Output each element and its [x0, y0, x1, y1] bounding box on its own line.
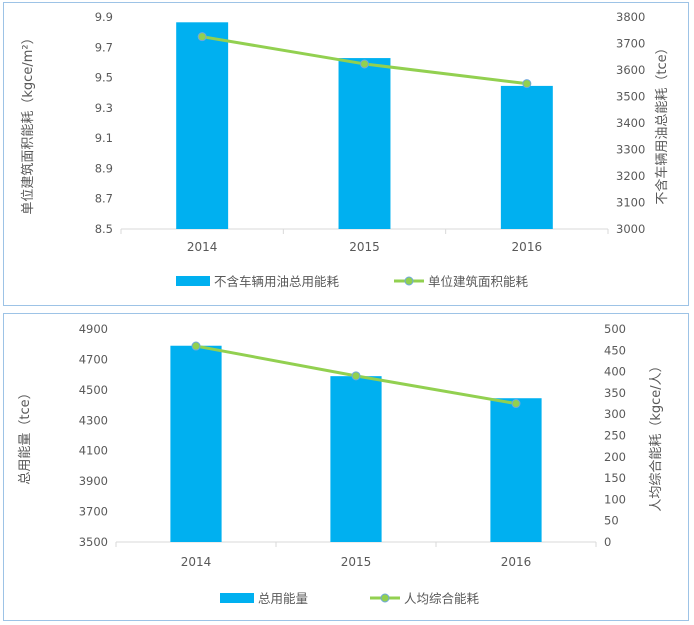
line-point — [522, 79, 532, 89]
y-left-tick-label: 8.5 — [95, 222, 113, 236]
y-left-tick-label: 9.9 — [95, 10, 113, 24]
y-left-axis-title: 单位建筑面积能耗（kgce/m²） — [20, 31, 36, 214]
y-left-tick-label: 4300 — [79, 413, 108, 427]
y-right-axis-title: 不含车辆用油总能耗（tce） — [654, 41, 670, 204]
y-left-tick-label: 9.3 — [95, 101, 113, 115]
y-left-tick-label: 9.7 — [95, 40, 113, 54]
y-right-tick-label: 3700 — [616, 37, 645, 51]
legend-line-label: 单位建筑面积能耗 — [428, 274, 529, 289]
bar — [500, 85, 553, 230]
y-right-tick-label: 3600 — [616, 63, 645, 77]
line-point — [360, 59, 369, 69]
chart-1: 8.5 8.7 8.9 9.1 9.3 9.5 9.7 9.9 3000 3100 3200 3300… — [20, 10, 670, 289]
y-left-tick-label: 3900 — [79, 474, 108, 488]
y-right-tick-label: 3000 — [616, 222, 645, 236]
legend-line-marker — [404, 276, 414, 286]
y-right-tick-label: 350 — [604, 386, 626, 400]
x-tick-label: 2015 — [349, 240, 380, 254]
bar — [338, 58, 391, 230]
line-point — [351, 371, 361, 381]
legend-line-label: 人均综合能耗 — [404, 591, 480, 606]
y-left-tick-label: 8.9 — [95, 161, 113, 175]
legend-bar-label: 总用能量 — [258, 591, 308, 606]
x-tick-label: 2016 — [512, 240, 543, 254]
bar — [170, 345, 222, 542]
y-right-tick-label: 400 — [604, 365, 626, 379]
y-right-tick-label: 250 — [604, 429, 626, 443]
y-right-tick-label: 3500 — [616, 90, 645, 104]
y-right-tick-label: 3800 — [616, 10, 645, 24]
y-left-tick-label: 3700 — [79, 505, 108, 519]
x-tick-label: 2014 — [187, 240, 218, 254]
line-point — [197, 32, 207, 42]
y-left-tick-label: 8.7 — [95, 192, 113, 206]
y-left-tick-label: 4700 — [79, 352, 108, 366]
y-right-axis-title: 人均综合能耗（kgce/人） — [649, 359, 664, 511]
y-right-tick-label: 200 — [604, 450, 626, 464]
y-left-axis-title: 总用能量（tce） — [18, 386, 33, 484]
y-right-tick-label: 3400 — [616, 116, 645, 130]
chart-2: 3500 3700 3900 4100 4300 4500 4700 4900 0 50 100 15… — [18, 322, 664, 606]
y-right-tick-label: 3300 — [616, 143, 645, 157]
y-left-tick-label: 9.5 — [95, 71, 113, 85]
y-left-tick-label: 3500 — [79, 535, 108, 549]
y-right-tick-label: 0 — [604, 535, 611, 549]
y-right-tick-label: 3200 — [616, 169, 645, 183]
bar — [176, 22, 229, 229]
line-point — [511, 399, 521, 409]
y-right-tick-label: 150 — [604, 471, 626, 485]
chart-panel-2: 3500 3700 3900 4100 4300 4500 4700 4900 0 50 100 15… — [3, 313, 689, 621]
y-right-tick-label: 50 — [604, 514, 619, 528]
chart-panel-1: 8.5 8.7 8.9 9.1 9.3 9.5 9.7 9.9 3000 3100 3200 3300… — [3, 2, 689, 306]
bar — [330, 376, 382, 542]
y-left-tick-label: 4100 — [79, 444, 108, 458]
legend-bar-swatch — [176, 276, 210, 286]
legend-bar-label: 不含车辆用油总用能耗 — [214, 274, 340, 289]
y-left-tick-label: 4900 — [79, 322, 108, 336]
bar — [490, 398, 542, 542]
y-right-tick-label: 100 — [604, 492, 626, 506]
x-tick-label: 2014 — [181, 555, 212, 569]
y-right-tick-label: 300 — [604, 407, 626, 421]
y-right-tick-label: 450 — [604, 343, 626, 357]
y-left-tick-label: 4500 — [79, 383, 108, 397]
line-point — [191, 341, 201, 351]
y-right-tick-label: 3100 — [616, 196, 645, 210]
x-tick-label: 2016 — [501, 555, 532, 569]
legend-bar-swatch — [220, 593, 254, 603]
x-tick-label: 2015 — [341, 555, 372, 569]
y-left-tick-label: 9.1 — [95, 131, 113, 145]
y-right-tick-label: 500 — [604, 322, 626, 336]
legend-line-marker — [380, 593, 390, 603]
